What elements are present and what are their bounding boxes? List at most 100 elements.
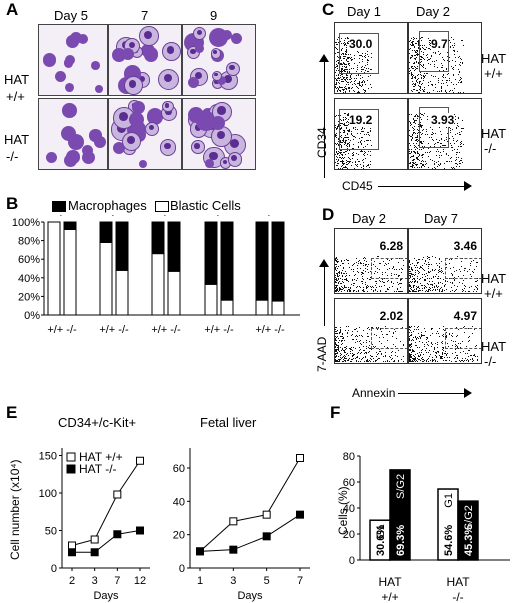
- e-x-tick-label: 3: [230, 575, 236, 587]
- event-dot: [411, 360, 413, 362]
- event-dot: [439, 267, 441, 269]
- event-dot: [336, 55, 338, 57]
- event-dot: [345, 275, 347, 276]
- event-dot: [444, 360, 446, 362]
- event-dot: [338, 287, 340, 289]
- event-dot: [359, 82, 361, 84]
- event-dot: [461, 140, 463, 142]
- micrograph-tile: [108, 24, 182, 96]
- event-dot: [472, 360, 474, 362]
- event-dot: [348, 81, 350, 83]
- event-dot: [368, 151, 370, 153]
- event-dot: [341, 42, 343, 44]
- event-dot: [422, 129, 424, 131]
- event-dot: [454, 116, 456, 118]
- event-dot: [354, 161, 356, 163]
- event-dot: [364, 64, 366, 66]
- event-dot: [421, 46, 423, 48]
- event-dot: [358, 360, 360, 362]
- event-dot: [344, 289, 346, 291]
- event-dot: [449, 142, 451, 144]
- event-dot: [384, 328, 386, 330]
- event-dot: [343, 167, 345, 169]
- event-dot: [427, 266, 429, 268]
- event-dot: [369, 347, 371, 349]
- f-bar-value: 30.6%: [375, 525, 387, 556]
- event-dot: [428, 271, 430, 273]
- event-dot: [418, 45, 420, 47]
- event-dot: [418, 356, 420, 358]
- event-dot: [467, 355, 469, 357]
- event-dot: [362, 272, 364, 274]
- event-dot: [422, 153, 424, 155]
- event-dot: [341, 89, 343, 91]
- event-dot: [455, 340, 457, 342]
- event-dot: [337, 347, 339, 349]
- event-dot: [341, 269, 343, 271]
- cell-nucleus: [214, 80, 219, 85]
- event-dot: [344, 154, 346, 156]
- event-dot: [341, 285, 343, 287]
- event-dot: [355, 84, 357, 86]
- event-dot: [445, 360, 447, 362]
- event-dot: [341, 86, 343, 88]
- event-dot: [409, 150, 411, 152]
- event-dot: [344, 68, 346, 70]
- cell-blob: [231, 33, 243, 45]
- panel-a-row-1-label: HAT: [4, 72, 30, 87]
- event-dot: [448, 137, 450, 139]
- event-dot: [420, 113, 422, 115]
- event-dot: [366, 59, 368, 60]
- panel-d-day-2: Day 7: [424, 211, 458, 226]
- event-dot: [348, 157, 350, 159]
- event-dot: [415, 164, 417, 166]
- event-dot: [411, 268, 413, 270]
- event-dot: [360, 84, 362, 86]
- event-dot: [426, 360, 428, 362]
- event-dot: [455, 140, 457, 142]
- event-dot: [414, 137, 416, 139]
- event-dot: [439, 289, 441, 291]
- event-dot: [433, 360, 435, 362]
- event-dot: [414, 279, 416, 281]
- event-dot: [433, 161, 435, 163]
- event-dot: [335, 161, 337, 163]
- event-dot: [434, 132, 436, 134]
- event-dot: [455, 289, 457, 291]
- event-dot: [364, 84, 366, 86]
- event-dot: [340, 56, 342, 58]
- event-dot: [409, 123, 411, 125]
- event-dot: [414, 146, 416, 148]
- event-dot: [386, 274, 388, 276]
- event-dot: [417, 116, 419, 118]
- event-dot: [337, 59, 339, 61]
- event-dot: [421, 334, 423, 336]
- bar-blastic: [63, 228, 77, 316]
- event-dot: [431, 327, 433, 329]
- panel-e-chart-1-title: CD34+/c-Kit+: [58, 415, 137, 430]
- event-dot: [336, 272, 338, 274]
- event-dot: [348, 288, 350, 290]
- event-dot: [432, 357, 434, 359]
- event-dot: [410, 45, 412, 47]
- event-dot: [445, 144, 447, 146]
- event-dot: [415, 120, 417, 122]
- event-dot: [335, 136, 337, 138]
- event-dot: [335, 276, 337, 278]
- event-dot: [384, 264, 386, 266]
- event-dot: [400, 279, 402, 281]
- event-dot: [476, 290, 478, 292]
- event-dot: [344, 113, 346, 115]
- event-dot: [368, 335, 370, 337]
- cell-nucleus: [230, 139, 240, 149]
- event-dot: [443, 73, 445, 75]
- event-dot: [468, 360, 470, 362]
- event-dot: [335, 326, 337, 328]
- event-dot: [338, 121, 340, 123]
- event-dot: [345, 280, 347, 282]
- event-dot: [381, 353, 383, 355]
- event-dot: [342, 340, 344, 342]
- day-label: Day 5: [148, 215, 180, 216]
- event-dot: [340, 69, 342, 71]
- event-dot: [416, 140, 418, 142]
